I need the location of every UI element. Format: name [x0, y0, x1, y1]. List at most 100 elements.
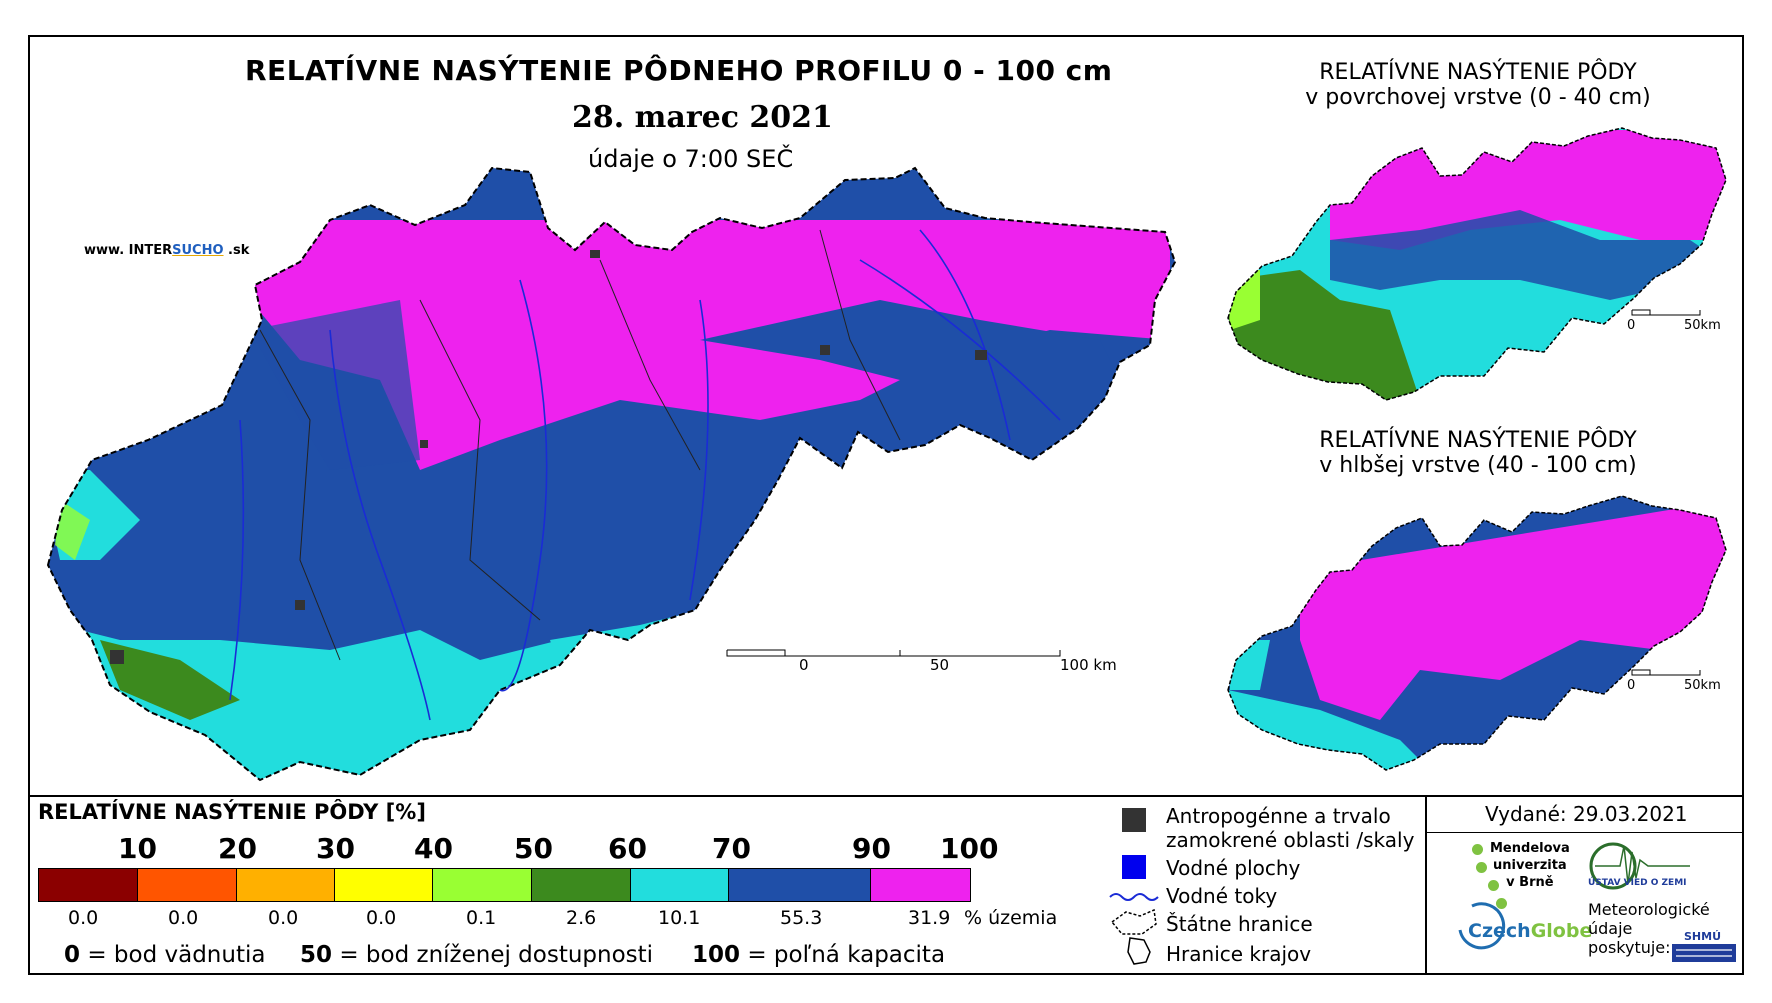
legend-state-border-label: Štátne hranice	[1166, 912, 1313, 936]
legend-panel	[28, 795, 1744, 975]
threshold-20: 20	[218, 832, 257, 865]
share-70-90: 55.3	[780, 907, 823, 929]
share-30-40: 0.0	[366, 907, 397, 929]
mendel-dot-3	[1488, 880, 1499, 891]
class-swatch-20-30	[236, 868, 335, 902]
note-reduced-text: = bod zníženej dostupnosti	[332, 942, 654, 968]
inset-bottom-border	[1227, 495, 1727, 771]
share-60-70: 10.1	[658, 907, 701, 929]
note-wilting-point: 0 = bod vädnutia	[64, 942, 265, 968]
main-map-region-borders	[259, 229, 901, 661]
legend-anthropogenic-label: Antropogénne a trvalo zamokrené oblasti …	[1166, 804, 1414, 852]
issued-divider	[1427, 832, 1744, 833]
czechglobe-logo-icon	[1458, 902, 1506, 950]
note-wilting-value: 0	[64, 942, 81, 968]
inset-bottom-title-line2: v hlbšej vrstve (40 - 100 cm)	[1319, 453, 1637, 478]
ustav-logo-text: ÚSTAV VIED O ZEMI	[1588, 878, 1687, 888]
page-title: RELATÍVNE NASÝTENIE PÔDNEHO PROFILU 0 - …	[245, 54, 1113, 87]
czechglobe-b: Globe	[1530, 920, 1593, 942]
note-reduced-availability: 50 = bod zníženej dostupnosti	[300, 942, 653, 968]
river-line-icon	[1109, 893, 1159, 901]
region-border-outline-icon	[1127, 937, 1151, 965]
mendel-dot-1	[1472, 844, 1483, 855]
inset-bottom-map	[1228, 496, 1726, 770]
inset-top-title: RELATÍVNE NASÝTENIE PÔDY v povrchovej vr…	[1268, 60, 1688, 110]
note-reduced-value: 50	[300, 942, 333, 968]
inset-bottom-title: RELATÍVNE NASÝTENIE PÔDY v hlbšej vrstve…	[1268, 428, 1688, 478]
main-scale-100: 100 km	[1060, 656, 1117, 674]
threshold-40: 40	[414, 832, 453, 865]
ustav-logo-icon	[1589, 842, 1690, 890]
main-map-anthropogenic	[110, 250, 987, 664]
inset-bottom-scale-0: 0	[1627, 678, 1636, 693]
website-suffix: .sk	[223, 243, 250, 258]
inset-top-title-line1: RELATÍVNE NASÝTENIE PÔDY	[1319, 60, 1637, 85]
main-map-border	[46, 166, 1177, 782]
inset-top-border	[1227, 127, 1727, 401]
mendel-line3: v Brně	[1506, 875, 1554, 890]
czechglobe-logo: CzechGlobe	[1468, 920, 1592, 942]
class-swatch-0-10	[38, 868, 138, 902]
time-note: údaje o 7:00 SEČ	[588, 145, 794, 173]
class-swatch-30-40	[334, 868, 433, 902]
share-unit: % územia	[964, 907, 1058, 929]
class-swatch-90-100	[870, 868, 971, 902]
mendel-logo: Mendelova univerzita v Brně	[1490, 840, 1570, 891]
class-swatch-60-70	[630, 868, 729, 902]
inset-top-scale-0: 0	[1627, 318, 1636, 333]
threshold-60: 60	[608, 832, 647, 865]
share-20-30: 0.0	[268, 907, 299, 929]
share-40-50: 0.1	[466, 907, 497, 929]
inset-bottom-scalebar	[1631, 669, 1701, 676]
mendel-line1: Mendelova	[1490, 841, 1570, 856]
website-label[interactable]: www. INTERSUCHO .sk	[84, 243, 249, 258]
legend-title: RELATÍVNE NASÝTENIE PÔDY [%]	[38, 800, 426, 824]
czechglobe-a: Czech	[1468, 920, 1531, 942]
legend-water-label: Vodné plochy	[1166, 856, 1301, 880]
inset-top-scalebar	[1631, 309, 1701, 316]
issued-date: Vydané: 29.03.2021	[1485, 802, 1688, 826]
meteo-line1: Meteorologické	[1588, 900, 1710, 919]
main-map	[48, 168, 1175, 780]
class-swatch-40-50	[432, 868, 532, 902]
class-swatch-70-90	[728, 868, 871, 902]
class-swatch-50-60	[531, 868, 631, 902]
class-swatch-10-20	[137, 868, 237, 902]
mendel-dot-2	[1476, 862, 1487, 873]
main-scale-50: 50	[930, 656, 950, 674]
map-date: 28. marec 2021	[572, 100, 833, 135]
inset-bottom-scale-50: 50km	[1684, 678, 1721, 693]
inset-top-map	[1228, 128, 1726, 400]
water-square-icon	[1122, 855, 1146, 879]
anthropogenic-square-icon	[1122, 808, 1146, 832]
share-0-10: 0.0	[68, 907, 99, 929]
note-field-capacity: 100 = poľná kapacita	[692, 942, 945, 968]
share-90-100: 31.9	[908, 907, 951, 929]
shmu-logo-icon	[1672, 944, 1736, 962]
legend-anthropogenic-line2: zamokrené oblasti /skaly	[1166, 828, 1415, 852]
legend-divider	[1425, 795, 1427, 975]
website-prefix: www. INTER	[84, 243, 173, 258]
mendel-dot-4	[1496, 898, 1507, 909]
legend-rivers-label: Vodné toky	[1166, 884, 1278, 908]
threshold-10: 10	[118, 832, 157, 865]
inset-top-scale-50: 50km	[1684, 318, 1721, 333]
map-frame	[28, 35, 1744, 975]
meteo-line3: poskytuje:	[1588, 938, 1671, 957]
note-field-text: = poľná kapacita	[740, 942, 946, 968]
threshold-70: 70	[712, 832, 751, 865]
website-brand: SUCHO	[172, 243, 224, 258]
meteo-line2: údaje	[1588, 919, 1633, 938]
state-border-outline-icon	[1110, 908, 1157, 935]
meteo-credit: Meteorologické údaje poskytuje:	[1588, 900, 1710, 957]
main-scalebar	[726, 649, 1061, 657]
mendel-line2: univerzita	[1493, 858, 1567, 873]
threshold-50: 50	[514, 832, 553, 865]
threshold-100: 100	[940, 832, 999, 865]
legend-anthropogenic-line1: Antropogénne a trvalo	[1166, 804, 1391, 828]
threshold-90: 90	[852, 832, 891, 865]
share-10-20: 0.0	[168, 907, 199, 929]
note-wilting-text: = bod vädnutia	[80, 942, 266, 968]
inset-top-title-line2: v povrchovej vrstve (0 - 40 cm)	[1305, 85, 1651, 110]
